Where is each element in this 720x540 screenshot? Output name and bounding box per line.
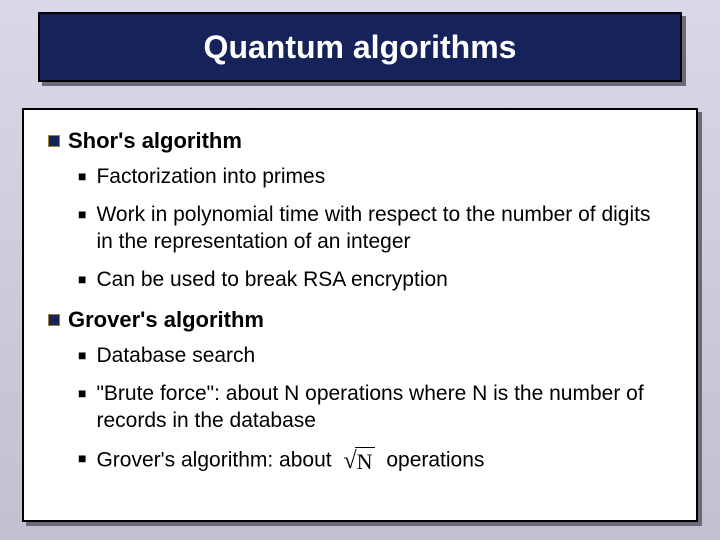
section-grover: Grover's algorithm ■ Database search ■ "… (48, 307, 672, 476)
sqrt-expression: √ N (343, 446, 374, 476)
sub-text: Grover's algorithm: about √ N operations (96, 446, 484, 476)
sub-bullet-icon: ■ (78, 168, 86, 184)
list-item: ■ Database search (78, 343, 672, 369)
sub-bullet-icon: ■ (78, 385, 86, 401)
list-item: ■ Can be used to break RSA encryption (78, 267, 672, 293)
sub-bullet-icon: ■ (78, 347, 86, 363)
sub-bullet-icon: ■ (78, 206, 86, 222)
sub-text: Work in polynomial time with respect to … (96, 202, 672, 255)
list-item: ■ Factorization into primes (78, 164, 672, 190)
grover-suffix: operations (386, 448, 484, 471)
sub-bullet-icon: ■ (78, 271, 86, 287)
slide-title: Quantum algorithms (204, 29, 517, 66)
section-title: Shor's algorithm (68, 128, 242, 154)
sub-text: Factorization into primes (96, 164, 325, 190)
list-item: ■ Grover's algorithm: about √ N operatio… (78, 446, 672, 476)
sqrt-arg: N (355, 447, 375, 476)
square-bullet-icon (48, 314, 60, 326)
section-header: Grover's algorithm (48, 307, 672, 333)
grover-prefix: Grover's algorithm: about (96, 448, 331, 471)
section-title: Grover's algorithm (68, 307, 264, 333)
content-box: Shor's algorithm ■ Factorization into pr… (22, 108, 698, 522)
title-box: Quantum algorithms (38, 12, 682, 82)
section-header: Shor's algorithm (48, 128, 672, 154)
sub-text: Database search (96, 343, 255, 369)
square-bullet-icon (48, 135, 60, 147)
list-item: ■ Work in polynomial time with respect t… (78, 202, 672, 255)
section-shor: Shor's algorithm ■ Factorization into pr… (48, 128, 672, 293)
sub-text: Can be used to break RSA encryption (96, 267, 447, 293)
sub-text: "Brute force": about N operations where … (96, 381, 672, 434)
sub-bullet-icon: ■ (78, 450, 86, 466)
list-item: ■ "Brute force": about N operations wher… (78, 381, 672, 434)
